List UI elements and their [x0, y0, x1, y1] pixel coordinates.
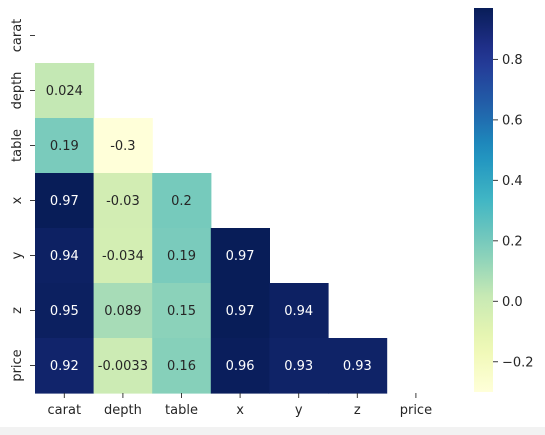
x-tick-label-y: y	[295, 403, 303, 418]
cell-label-price-depth: -0.0033	[98, 359, 148, 374]
cell-label-y-table: 0.19	[167, 249, 196, 264]
cell-label-price-z: 0.93	[343, 359, 372, 374]
heatmap-cell-table-depth	[93, 118, 153, 174]
colorbar-tick-label-0.8: 0.8	[502, 53, 523, 68]
heatmap-cell-price-y	[269, 338, 329, 394]
heatmap-cell-z-y	[269, 283, 329, 339]
cell-label-price-x: 0.96	[226, 359, 255, 374]
heatmap-cell-y-depth	[93, 228, 153, 284]
x-axis: carat depth table x y z price	[48, 393, 432, 418]
y-tick-label-y: y	[10, 251, 25, 259]
cell-label-z-carat: 0.95	[50, 304, 79, 319]
heatmap-cell-y-carat	[35, 228, 95, 284]
heatmap-cell-price-z	[328, 338, 388, 394]
cell-label-z-y: 0.94	[284, 304, 313, 319]
y-tick-label-carat: carat	[10, 19, 25, 53]
colorbar-tick-label-0.6: 0.6	[502, 113, 523, 128]
x-tick-label-depth: depth	[104, 403, 142, 418]
heatmap-cell-x-table	[152, 173, 212, 229]
y-tick-label-x: x	[10, 196, 25, 204]
colorbar-tick-label-0.2: 0.2	[502, 234, 523, 249]
bottom-scrollbar-area	[0, 427, 545, 435]
cell-label-y-carat: 0.94	[50, 249, 79, 264]
heatmap-cell-price-depth	[93, 338, 153, 394]
x-tick-label-table: table	[165, 403, 198, 418]
heatmap-cell-price-x	[210, 338, 270, 394]
cell-label-z-table: 0.15	[167, 304, 196, 319]
x-tick-label-carat: carat	[48, 403, 82, 418]
cell-label-x-carat: 0.97	[50, 194, 79, 209]
heatmap-cell-z-carat	[35, 283, 95, 339]
heatmap-cell-x-depth	[93, 173, 153, 229]
heatmap-cell-table-carat	[35, 118, 95, 174]
heatmap-cell-z-x	[210, 283, 270, 339]
cell-label-z-x: 0.97	[226, 304, 255, 319]
y-axis: carat depth table x y z price	[10, 19, 35, 382]
heatmap-cell-price-carat	[35, 338, 95, 394]
colorbar-tick-label--0.2: −0.2	[502, 355, 534, 370]
colorbar	[474, 8, 493, 392]
heatmap-cells: 0.024 0.19 -0.3 0.97 -0.03 0.2 0.94 -0.034 0.19 0…	[35, 63, 388, 394]
y-tick-label-depth: depth	[10, 72, 25, 110]
cell-label-y-x: 0.97	[226, 249, 255, 264]
cell-label-table-depth: -0.3	[110, 139, 135, 154]
heatmap-cell-depth-carat	[35, 63, 95, 119]
y-tick-label-price: price	[10, 349, 25, 381]
colorbar-tick-label-0.4: 0.4	[502, 174, 523, 189]
cell-label-price-table: 0.16	[167, 359, 196, 374]
cell-label-z-depth: 0.089	[104, 304, 141, 319]
heatmap-cell-x-carat	[35, 173, 95, 229]
cell-label-depth-carat: 0.024	[46, 84, 83, 99]
cell-label-table-carat: 0.19	[50, 139, 79, 154]
x-tick-label-z: z	[354, 403, 361, 418]
heatmap-cell-y-table	[152, 228, 212, 284]
y-tick-label-z: z	[10, 307, 25, 314]
x-tick-label-x: x	[236, 403, 244, 418]
cell-label-price-carat: 0.92	[50, 359, 79, 374]
colorbar-axis: 0.8 0.6 0.4 0.2 0.0 −0.2	[493, 53, 534, 370]
colorbar-tick-label-0: 0.0	[502, 295, 523, 310]
cell-label-x-depth: -0.03	[106, 194, 140, 209]
heatmap-cell-z-depth	[93, 283, 153, 339]
heatmap-cell-price-table	[152, 338, 212, 394]
y-tick-label-table: table	[10, 129, 25, 162]
cell-label-x-table: 0.2	[171, 194, 192, 209]
x-tick-label-price: price	[400, 403, 432, 418]
cell-label-price-y: 0.93	[284, 359, 313, 374]
cell-label-y-depth: -0.034	[102, 249, 144, 264]
heatmap-cell-z-table	[152, 283, 212, 339]
heatmap-cell-y-x	[210, 228, 270, 284]
